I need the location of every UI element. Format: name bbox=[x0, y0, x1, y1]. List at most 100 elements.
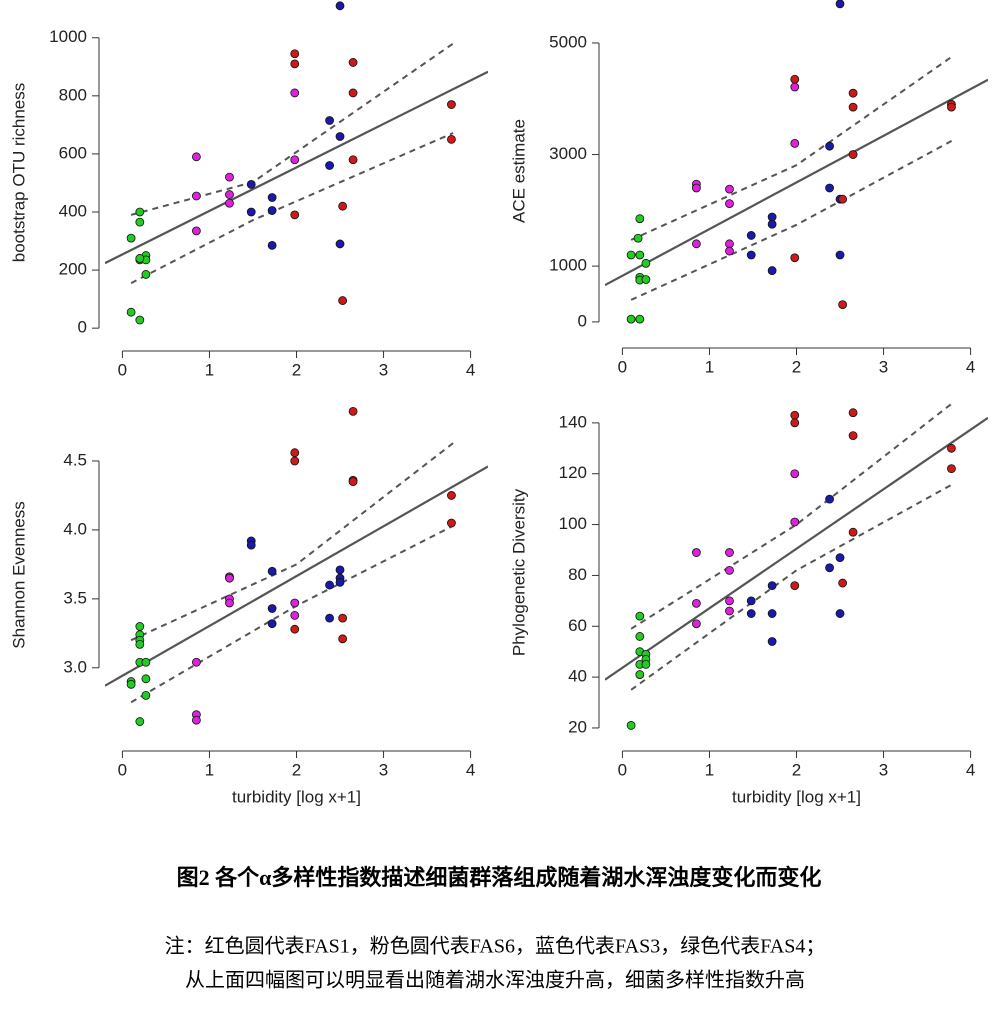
point bbox=[135, 217, 145, 227]
y-tick-label: 200 bbox=[59, 260, 87, 279]
point bbox=[848, 150, 858, 159]
point bbox=[141, 657, 151, 667]
y-tick-label: 20 bbox=[568, 717, 587, 736]
point bbox=[746, 250, 756, 260]
x-tick-label: 2 bbox=[292, 760, 301, 779]
y-axis-title: Shannon Evenness bbox=[9, 501, 28, 648]
x-tick-label: 2 bbox=[792, 357, 801, 376]
point bbox=[246, 180, 256, 189]
point bbox=[838, 194, 848, 204]
point bbox=[835, 553, 845, 563]
point bbox=[325, 161, 334, 170]
point bbox=[267, 619, 277, 629]
point bbox=[848, 88, 858, 98]
point bbox=[267, 604, 277, 613]
point bbox=[767, 212, 777, 222]
y-tick-label: 4.0 bbox=[63, 519, 87, 538]
x-tick-label: 4 bbox=[466, 360, 475, 379]
point bbox=[447, 100, 456, 109]
point bbox=[141, 690, 151, 700]
y-tick-label: 120 bbox=[559, 463, 587, 482]
point bbox=[225, 598, 234, 608]
confidence-line bbox=[130, 442, 454, 642]
x-tick-label: 0 bbox=[118, 360, 127, 379]
point bbox=[267, 240, 277, 250]
point bbox=[825, 141, 834, 151]
point bbox=[290, 598, 300, 608]
point bbox=[835, 250, 845, 260]
point bbox=[191, 191, 201, 201]
point bbox=[767, 609, 777, 618]
point bbox=[191, 657, 201, 667]
x-tick-label: 0 bbox=[118, 760, 127, 779]
point bbox=[767, 581, 777, 590]
point bbox=[191, 226, 201, 236]
plot-area bbox=[105, 406, 488, 726]
point bbox=[725, 606, 734, 616]
point bbox=[767, 637, 777, 646]
y-axis-title: bootstrap OTU richness bbox=[9, 83, 28, 263]
point bbox=[135, 254, 145, 263]
fit-line bbox=[605, 416, 988, 681]
point bbox=[635, 214, 645, 224]
point bbox=[691, 598, 701, 608]
point bbox=[767, 219, 777, 229]
x-tick-label: 0 bbox=[618, 357, 627, 376]
plot-area bbox=[605, 401, 988, 730]
point bbox=[348, 58, 358, 67]
point bbox=[335, 1, 345, 11]
point bbox=[348, 155, 358, 165]
point bbox=[191, 152, 201, 162]
y-tick-label: 1000 bbox=[549, 256, 587, 275]
point bbox=[290, 456, 300, 466]
point bbox=[725, 199, 734, 209]
point bbox=[325, 613, 334, 623]
y-tick-label: 3.5 bbox=[63, 588, 87, 607]
point bbox=[126, 307, 136, 317]
point bbox=[635, 670, 645, 679]
note-line: 注：红色圆代表FAS1，粉色圆代表FAS6，蓝色代表FAS3，绿色代表FAS4； bbox=[165, 935, 826, 958]
point bbox=[848, 102, 858, 112]
y-axis-title: ACE estimate bbox=[509, 119, 528, 223]
point bbox=[725, 548, 734, 557]
point bbox=[267, 566, 277, 576]
point bbox=[790, 517, 800, 527]
point bbox=[126, 679, 136, 689]
y-tick-label: 600 bbox=[59, 143, 87, 162]
point bbox=[335, 239, 345, 249]
point bbox=[725, 565, 734, 575]
x-tick-label: 2 bbox=[292, 360, 301, 379]
point bbox=[947, 102, 956, 112]
confidence-line bbox=[630, 139, 954, 301]
confidence-line bbox=[630, 401, 954, 630]
point bbox=[790, 581, 800, 590]
point bbox=[290, 88, 300, 98]
point bbox=[335, 577, 345, 587]
point bbox=[691, 183, 701, 193]
point bbox=[790, 138, 800, 148]
point bbox=[746, 609, 756, 618]
point bbox=[746, 596, 756, 606]
point bbox=[691, 619, 701, 629]
point bbox=[725, 246, 734, 256]
x-tick-label: 4 bbox=[466, 760, 475, 779]
point bbox=[225, 190, 234, 199]
point bbox=[790, 74, 800, 84]
point bbox=[825, 494, 834, 504]
point bbox=[835, 0, 845, 9]
point bbox=[848, 431, 858, 440]
point bbox=[325, 580, 334, 590]
point bbox=[635, 611, 645, 621]
point bbox=[290, 210, 300, 220]
x-tick-label: 1 bbox=[705, 760, 714, 779]
point bbox=[290, 624, 300, 634]
point bbox=[447, 518, 456, 528]
point bbox=[225, 573, 234, 583]
point bbox=[325, 116, 334, 125]
point bbox=[335, 132, 345, 141]
y-tick-label: 80 bbox=[568, 565, 587, 584]
point bbox=[947, 443, 956, 453]
point bbox=[635, 314, 645, 324]
point bbox=[838, 578, 848, 588]
plot-area bbox=[105, 1, 488, 325]
